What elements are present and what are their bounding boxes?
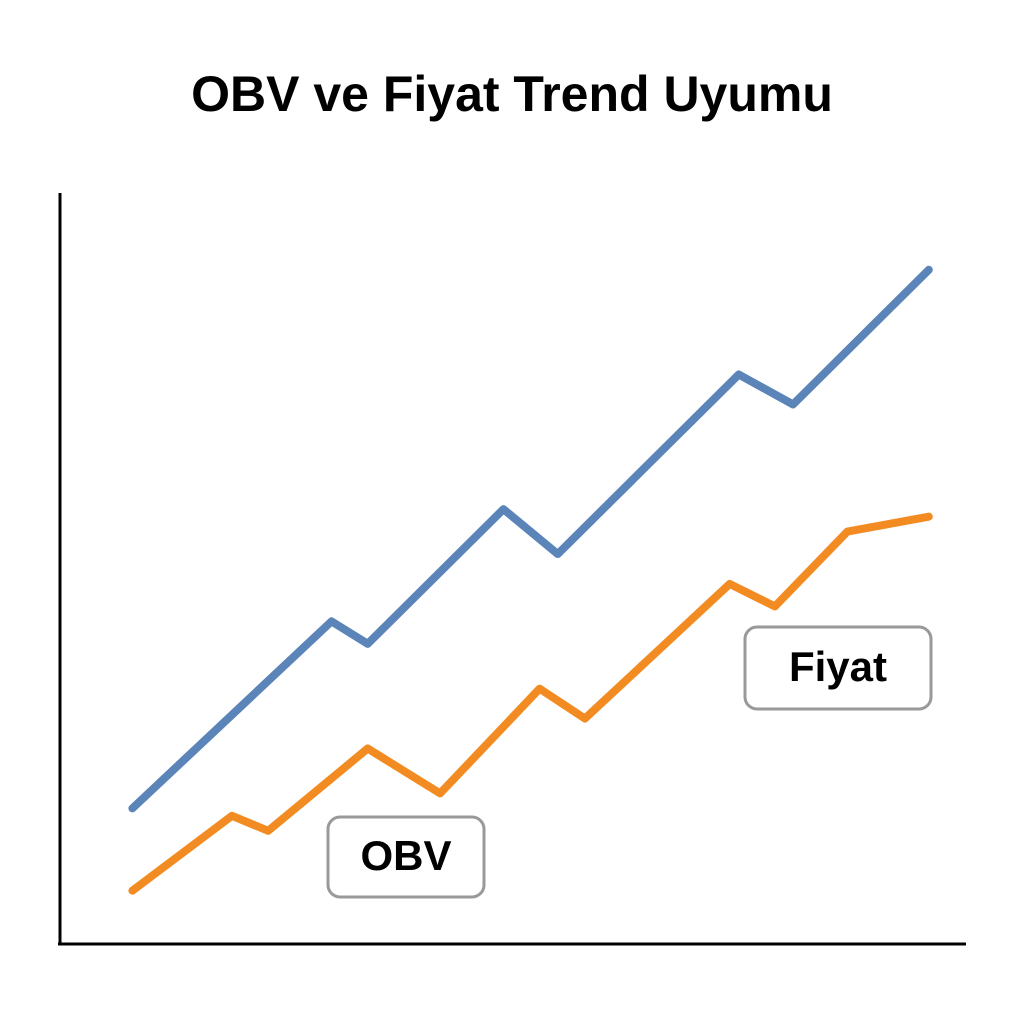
data-line	[128, 512, 933, 895]
series-label-box	[743, 625, 933, 711]
chart-title: OBV ve Fiyat Trend Uyumu	[191, 66, 833, 122]
data-line	[128, 265, 933, 813]
series-label: OBV	[360, 832, 451, 879]
series-label-box	[326, 815, 486, 899]
series-label: Fiyat	[789, 643, 887, 690]
